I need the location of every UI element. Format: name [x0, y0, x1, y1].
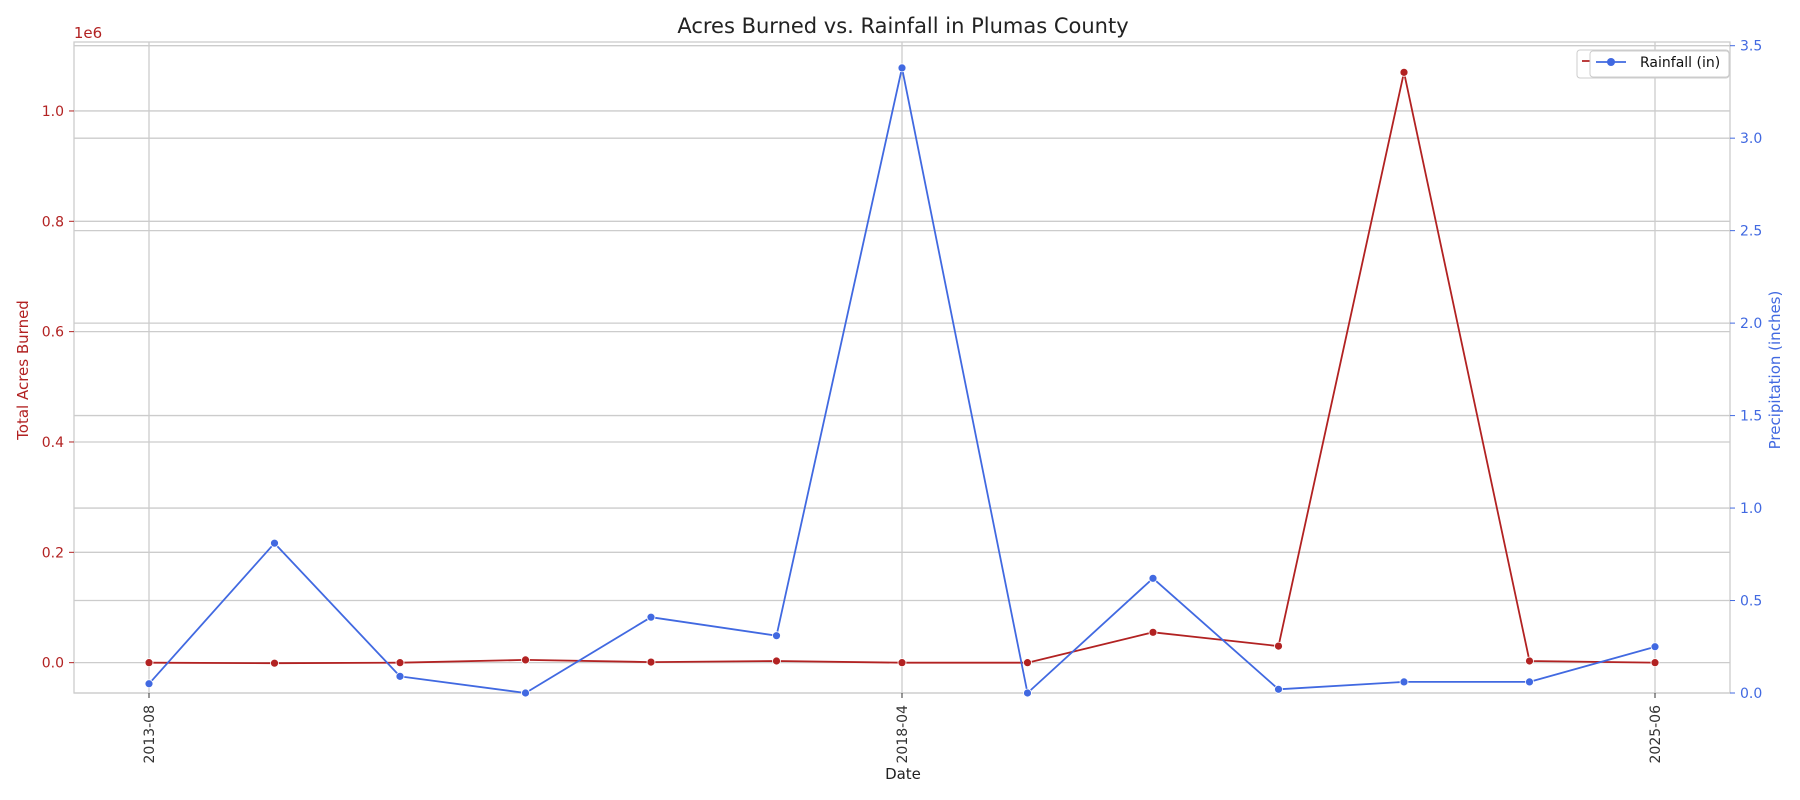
rainfall-point — [1274, 684, 1283, 694]
acres-burned-point — [1399, 67, 1409, 77]
rainfall-point — [521, 688, 530, 698]
right-tick-label: 1.0 — [1740, 501, 1762, 517]
grid-layer — [74, 42, 1730, 694]
rainfall-point — [1525, 677, 1534, 687]
legend-rainfall-label: Rainfall (in) — [1640, 55, 1720, 71]
rainfall-point — [270, 538, 279, 548]
acres-burned-point — [1148, 627, 1158, 637]
rainfall-point — [646, 612, 656, 622]
right-tick-label: 1.5 — [1740, 409, 1762, 425]
acres-burned-point — [270, 658, 279, 668]
left-axis-offset-label: 1e6 — [74, 24, 102, 42]
acres-burned-point — [897, 658, 907, 668]
x-tick-label: 2018-04 — [895, 705, 911, 764]
left-tick-label: 0.8 — [42, 214, 64, 230]
right-tick-label: 0.5 — [1740, 594, 1762, 610]
rainfall-point — [144, 679, 154, 689]
x-tick-label: 2013-08 — [142, 705, 158, 764]
left-tick-label: 0.6 — [42, 325, 64, 341]
chart-title: Acres Burned vs. Rainfall in Plumas Coun… — [677, 14, 1128, 38]
acres-burned-point — [521, 655, 530, 665]
legend: Rainfall (in) — [1576, 49, 1730, 79]
acres-burned-point — [1023, 658, 1032, 668]
right-tick-label: 2.0 — [1740, 316, 1762, 332]
rainfall-point — [772, 631, 781, 641]
rainfall-point — [1399, 677, 1409, 687]
rainfall-point — [395, 671, 405, 681]
left-tick-label: 1.0 — [42, 104, 64, 120]
acres-burned-point — [1525, 656, 1534, 666]
acres-burned-point — [646, 657, 656, 667]
acres-burned-point — [395, 658, 405, 668]
left-tick-label: 0.4 — [42, 435, 64, 451]
right-tick-label: 3.0 — [1740, 131, 1762, 147]
rainfall-point — [897, 63, 907, 73]
axis-layer: 0.0 0.2 0.4 0.6 0.8 1.0 0.0 0.5 1.0 1.5 2.0 2.5 3.0 3… — [42, 39, 1763, 764]
x-tick-label: 2025-06 — [1648, 705, 1664, 764]
x-axis-label: Date — [885, 765, 921, 783]
legend-box-front — [1589, 50, 1730, 78]
left-axis-label: Total Acres Burned — [14, 300, 32, 441]
left-tick-label: 0.2 — [42, 545, 64, 561]
rainfall-point — [1023, 688, 1032, 698]
legend-rainfall-marker — [1607, 58, 1615, 66]
rainfall-point — [1148, 573, 1158, 583]
acres-burned-point — [1650, 658, 1660, 668]
rainfall-point — [1650, 642, 1660, 652]
right-axis-label: Precipitation (inches) — [1766, 291, 1784, 450]
acres-burned-point — [144, 658, 154, 668]
series-layer — [144, 63, 1660, 698]
right-tick-label: 3.5 — [1740, 39, 1762, 55]
acres-burned-point — [1274, 641, 1283, 651]
acres-burned-point — [772, 656, 781, 666]
right-tick-label: 2.5 — [1740, 224, 1762, 240]
left-tick-label: 0.0 — [42, 656, 64, 672]
right-tick-label: 0.0 — [1740, 686, 1762, 702]
